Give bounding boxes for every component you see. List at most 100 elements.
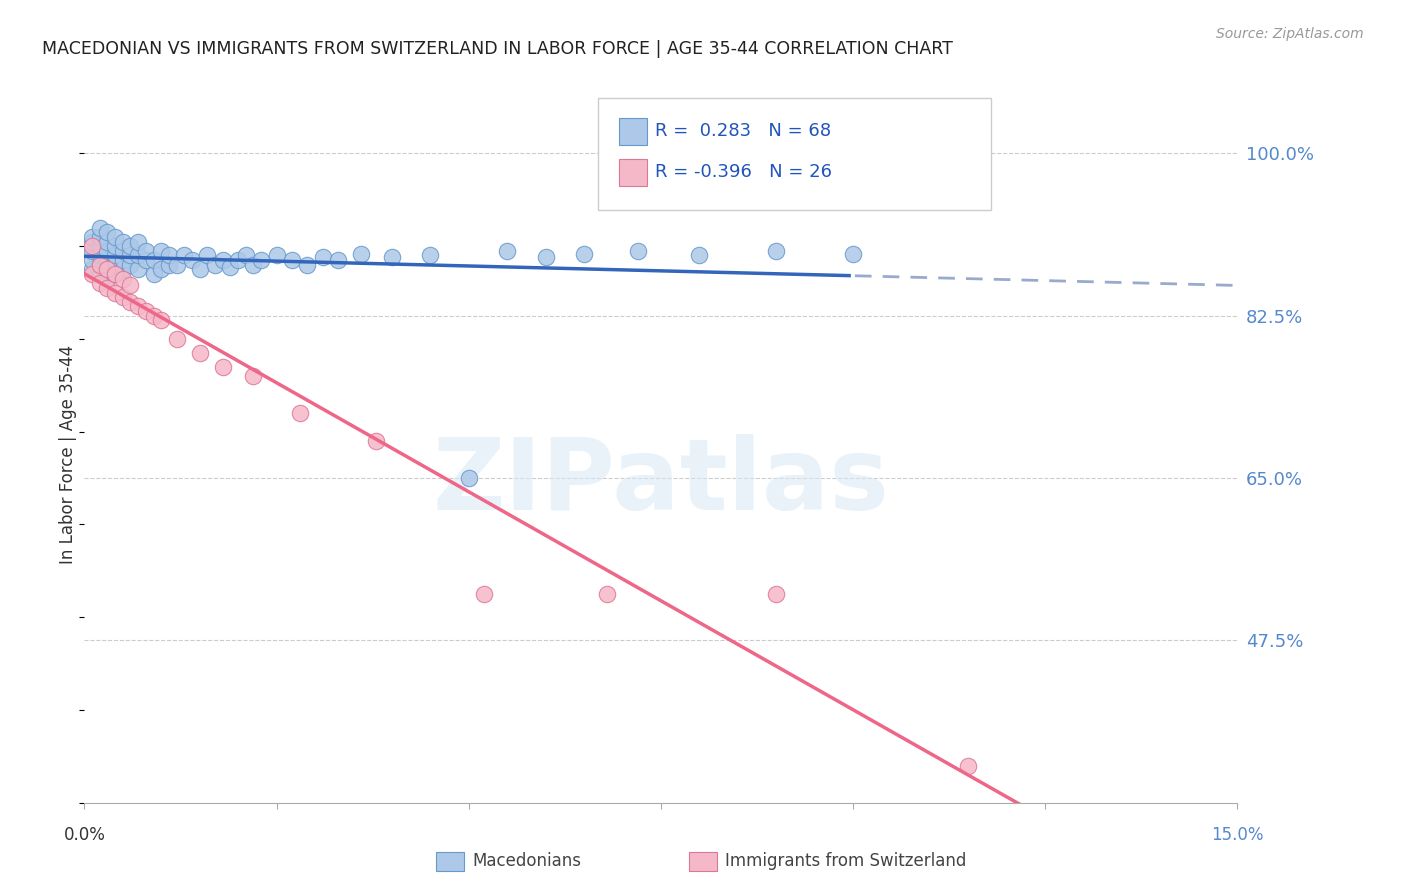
- Point: [157, 258, 180, 272]
- Point: [311, 250, 333, 264]
- Point: [120, 239, 142, 253]
- Point: [111, 244, 134, 258]
- Point: [120, 278, 142, 293]
- Point: [96, 271, 118, 285]
- Point: [127, 235, 149, 249]
- Point: [195, 248, 218, 262]
- Point: [211, 253, 233, 268]
- Point: [80, 267, 103, 281]
- Point: [188, 346, 211, 360]
- Point: [127, 262, 149, 277]
- Point: [596, 587, 619, 601]
- Point: [80, 239, 103, 253]
- Point: [120, 258, 142, 272]
- Point: [96, 235, 118, 249]
- Text: Macedonians: Macedonians: [472, 852, 582, 870]
- Point: [166, 258, 188, 272]
- Point: [104, 267, 127, 281]
- Point: [326, 253, 349, 268]
- Point: [104, 285, 127, 300]
- Point: [127, 300, 149, 314]
- Point: [135, 253, 157, 268]
- Point: [89, 258, 111, 272]
- Text: Source: ZipAtlas.com: Source: ZipAtlas.com: [1216, 27, 1364, 41]
- Point: [288, 406, 311, 420]
- Text: R =  0.283   N = 68: R = 0.283 N = 68: [655, 122, 831, 140]
- Point: [111, 235, 134, 249]
- Point: [89, 277, 111, 291]
- Point: [572, 246, 595, 260]
- Point: [89, 267, 111, 281]
- Point: [297, 258, 319, 272]
- Point: [89, 230, 111, 244]
- Point: [96, 262, 118, 277]
- Point: [142, 309, 165, 323]
- Text: Immigrants from Switzerland: Immigrants from Switzerland: [725, 852, 967, 870]
- Point: [80, 262, 103, 277]
- Point: [266, 248, 288, 262]
- Text: MACEDONIAN VS IMMIGRANTS FROM SWITZERLAND IN LABOR FORCE | AGE 35-44 CORRELATION: MACEDONIAN VS IMMIGRANTS FROM SWITZERLAN…: [42, 40, 953, 58]
- Point: [181, 253, 204, 268]
- Point: [89, 258, 111, 272]
- Point: [242, 369, 264, 384]
- Point: [111, 290, 134, 304]
- Point: [457, 471, 479, 485]
- Point: [80, 235, 103, 249]
- Point: [842, 246, 865, 260]
- Point: [120, 248, 142, 262]
- Point: [89, 220, 111, 235]
- Point: [211, 359, 233, 374]
- Point: [226, 253, 249, 268]
- Text: 15.0%: 15.0%: [1211, 826, 1264, 844]
- Point: [957, 758, 980, 772]
- Point: [688, 248, 710, 262]
- Point: [381, 250, 404, 264]
- Text: 0.0%: 0.0%: [63, 826, 105, 844]
- Point: [534, 250, 557, 264]
- Point: [150, 313, 173, 327]
- Point: [157, 248, 180, 262]
- Point: [96, 225, 118, 239]
- Point: [89, 239, 111, 253]
- Point: [89, 248, 111, 262]
- Point: [496, 244, 519, 258]
- Point: [150, 262, 173, 277]
- Point: [96, 244, 118, 258]
- Point: [419, 248, 441, 262]
- Point: [104, 239, 127, 253]
- Point: [104, 230, 127, 244]
- Point: [350, 246, 373, 260]
- Point: [173, 248, 195, 262]
- Point: [120, 294, 142, 309]
- Point: [96, 253, 118, 268]
- Point: [250, 253, 273, 268]
- Point: [80, 244, 103, 258]
- Point: [204, 258, 226, 272]
- Point: [219, 260, 242, 274]
- Point: [166, 332, 188, 346]
- Point: [472, 587, 495, 601]
- Text: R = -0.396   N = 26: R = -0.396 N = 26: [655, 163, 832, 181]
- Point: [627, 244, 650, 258]
- Point: [366, 434, 388, 448]
- Point: [127, 248, 149, 262]
- Point: [111, 262, 134, 277]
- Point: [104, 258, 127, 272]
- Point: [142, 267, 165, 281]
- Point: [765, 244, 787, 258]
- Y-axis label: In Labor Force | Age 35-44: In Labor Force | Age 35-44: [59, 345, 77, 565]
- Point: [235, 248, 257, 262]
- Point: [135, 244, 157, 258]
- Point: [80, 253, 103, 268]
- Point: [80, 230, 103, 244]
- Point: [242, 258, 264, 272]
- Point: [765, 587, 787, 601]
- Point: [96, 281, 118, 295]
- Text: ZIPatlas: ZIPatlas: [433, 434, 889, 532]
- Point: [111, 271, 134, 285]
- Point: [135, 304, 157, 318]
- Point: [96, 262, 118, 277]
- Point: [111, 253, 134, 268]
- Point: [150, 244, 173, 258]
- Point: [104, 248, 127, 262]
